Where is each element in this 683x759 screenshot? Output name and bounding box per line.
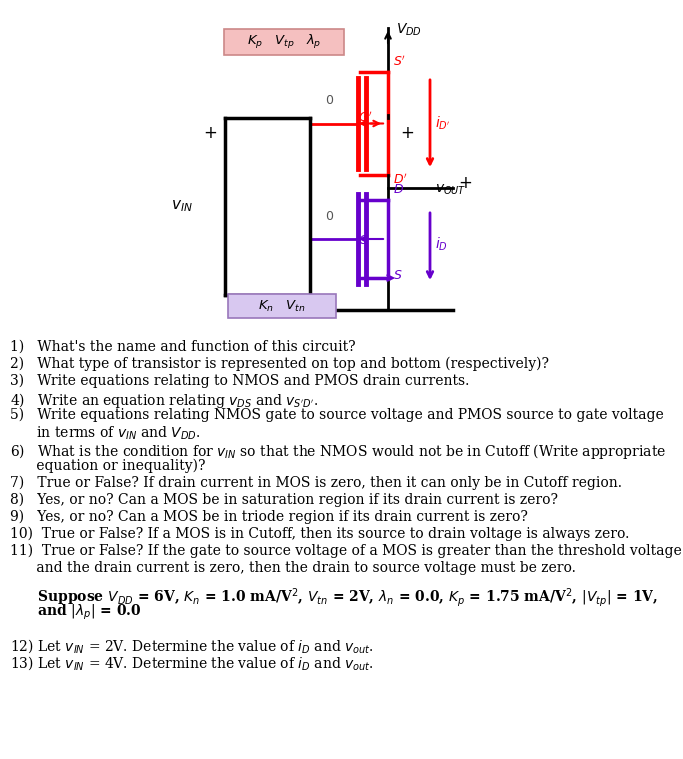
Bar [228,294,336,318]
Text: 7)   True or False? If drain current in MOS is zero, then it can only be in Cuto: 7) True or False? If drain current in MO… [10,476,622,490]
Text: $0$: $0$ [325,210,335,223]
Text: 1)   What's the name and function of this circuit?: 1) What's the name and function of this … [10,340,356,354]
Text: 3)   Write equations relating to NMOS and PMOS drain currents.: 3) Write equations relating to NMOS and … [10,374,469,389]
Text: $i_{D'}$: $i_{D'}$ [435,115,451,132]
Text: and the drain current is zero, then the drain to source voltage must be zero.: and the drain current is zero, then the … [10,561,576,575]
Text: $0$: $0$ [325,95,335,108]
Text: 11)  True or False? If the gate to source voltage of a MOS is greater than the t: 11) True or False? If the gate to source… [10,544,682,559]
Text: 13) Let $v_{IN}$ = 4V. Determine the value of $i_D$ and $v_{out}$.: 13) Let $v_{IN}$ = 4V. Determine the val… [10,654,374,672]
Text: $i_D$: $i_D$ [435,235,448,253]
Text: $v_{OUT}$: $v_{OUT}$ [435,183,466,197]
Text: in terms of $v_{IN}$ and $V_{DD}$.: in terms of $v_{IN}$ and $V_{DD}$. [10,425,201,442]
Bar [224,29,344,55]
Text: $v_{IN}$: $v_{IN}$ [171,198,193,214]
Text: $S$: $S$ [393,269,402,282]
Text: $+$: $+$ [400,124,414,142]
Text: Suppose $V_{DD}$ = 6V, $K_n$ = 1.0 mA/V$^2$, $V_{tn}$ = 2V, $\lambda_n$ = 0.0, $: Suppose $V_{DD}$ = 6V, $K_n$ = 1.0 mA/V$… [18,586,658,609]
Text: $D$: $D$ [393,183,404,196]
Text: 4)   Write an equation relating $v_{DS}$ and $v_{S'D'}$.: 4) Write an equation relating $v_{DS}$ a… [10,391,318,410]
Text: 9)   Yes, or no? Can a MOS be in triode region if its drain current is zero?: 9) Yes, or no? Can a MOS be in triode re… [10,510,528,524]
Text: 12) Let $v_{IN}$ = 2V. Determine the value of $i_D$ and $v_{out}$.: 12) Let $v_{IN}$ = 2V. Determine the val… [10,637,374,655]
Text: equation or inequality)?: equation or inequality)? [10,459,206,474]
Text: 10)  True or False? If a MOS is in Cutoff, then its source to drain voltage is a: 10) True or False? If a MOS is in Cutoff… [10,527,629,541]
Text: $K_p$   $V_{tp}$   $\lambda_p$: $K_p$ $V_{tp}$ $\lambda_p$ [247,33,321,51]
Text: $G'$: $G'$ [358,111,373,125]
Text: $+$: $+$ [458,174,472,192]
Text: $+$: $+$ [203,124,217,142]
Text: $D'$: $D'$ [393,173,408,187]
Text: $V_{DD}$: $V_{DD}$ [396,22,422,38]
Text: $G$: $G$ [358,234,369,247]
Text: 2)   What type of transistor is represented on top and bottom (respectively)?: 2) What type of transistor is represente… [10,357,549,371]
Text: 5)   Write equations relating NMOS gate to source voltage and PMOS source to gat: 5) Write equations relating NMOS gate to… [10,408,664,423]
Text: 6)   What is the condition for $v_{IN}$ so that the NMOS would not be in Cutoff : 6) What is the condition for $v_{IN}$ so… [10,442,666,461]
Text: 8)   Yes, or no? Can a MOS be in saturation region if its drain current is zero?: 8) Yes, or no? Can a MOS be in saturatio… [10,493,558,507]
Text: $K_n$   $V_{tn}$: $K_n$ $V_{tn}$ [258,298,306,313]
Text: $S'$: $S'$ [393,55,406,69]
Text: and $|\lambda_p|$ = 0.0: and $|\lambda_p|$ = 0.0 [18,603,142,622]
